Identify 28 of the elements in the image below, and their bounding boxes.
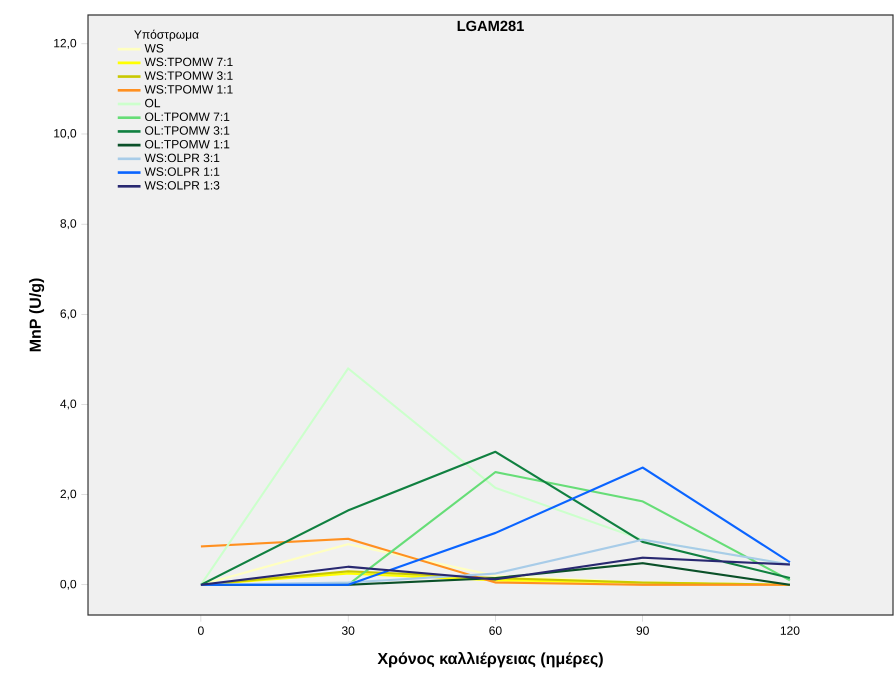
x-tick-label: 60	[489, 626, 502, 635]
legend-label: OL:TPOMW 3:1	[145, 126, 230, 135]
x-tick-label: 30	[342, 626, 354, 635]
y-tick-label: 12,0	[54, 38, 76, 49]
legend-label: WS:TPOMW 3:1	[144, 71, 233, 80]
y-tick-label: 0,0	[60, 580, 76, 590]
y-tick-label: 2,0	[60, 490, 76, 500]
legend-label: WS	[144, 44, 164, 52]
x-tick-label: 90	[636, 626, 649, 635]
y-tick-label: 8,0	[60, 219, 76, 230]
x-axis-title: Χρόνος καλλιέργειας (ημέρες)	[378, 652, 603, 668]
y-tick-label: 4,0	[60, 400, 76, 410]
y-tick-label: 10,0	[54, 129, 76, 139]
x-tick-label: 0	[198, 626, 204, 635]
y-axis-title: MnP (U/g)	[29, 278, 44, 352]
legend-label: WS:OLPR 1:3	[144, 181, 220, 190]
legend-label: WS:TPOMW 1:1	[144, 85, 233, 94]
legend-title: Υπόστρωμα	[134, 30, 199, 42]
chart-title: LGAM281	[458, 20, 524, 32]
legend-label: OL	[145, 98, 160, 108]
line-series	[200, 556, 791, 586]
x-tick-label: 120	[780, 626, 800, 635]
legend-label: WS:TPOMW 7:1	[144, 58, 233, 66]
legend-label: WS:OLPR 1:1	[144, 167, 220, 176]
legend-label: OL:TPOMW 7:1	[145, 112, 230, 122]
legend-label: OL:TPOMW 1:1	[145, 140, 230, 148]
y-tick-label: 6,0	[60, 309, 76, 320]
legend-label: WS:OLPR 3:1	[144, 154, 220, 162]
